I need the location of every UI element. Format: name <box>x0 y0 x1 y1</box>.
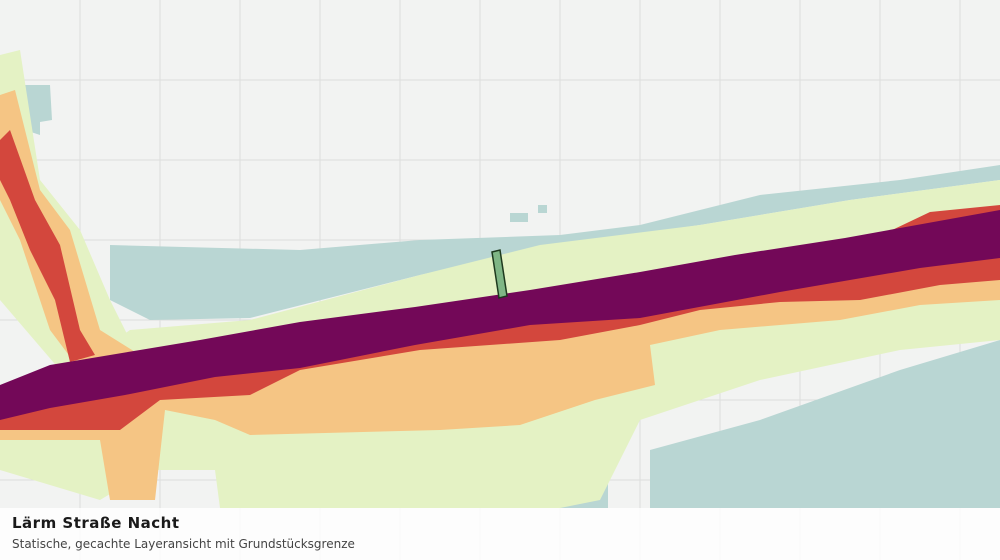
noise-zone-60 <box>0 210 1000 420</box>
layer-subtitle: Statische, gecachte Layeransicht mit Gru… <box>12 537 355 551</box>
caption-panel: Lärm Straße Nacht Statische, gecachte La… <box>0 508 1000 560</box>
layer-title: Lärm Straße Nacht <box>12 514 180 532</box>
noise-zone-low <box>5 85 1000 508</box>
parcel-boundary[interactable] <box>491 249 508 299</box>
